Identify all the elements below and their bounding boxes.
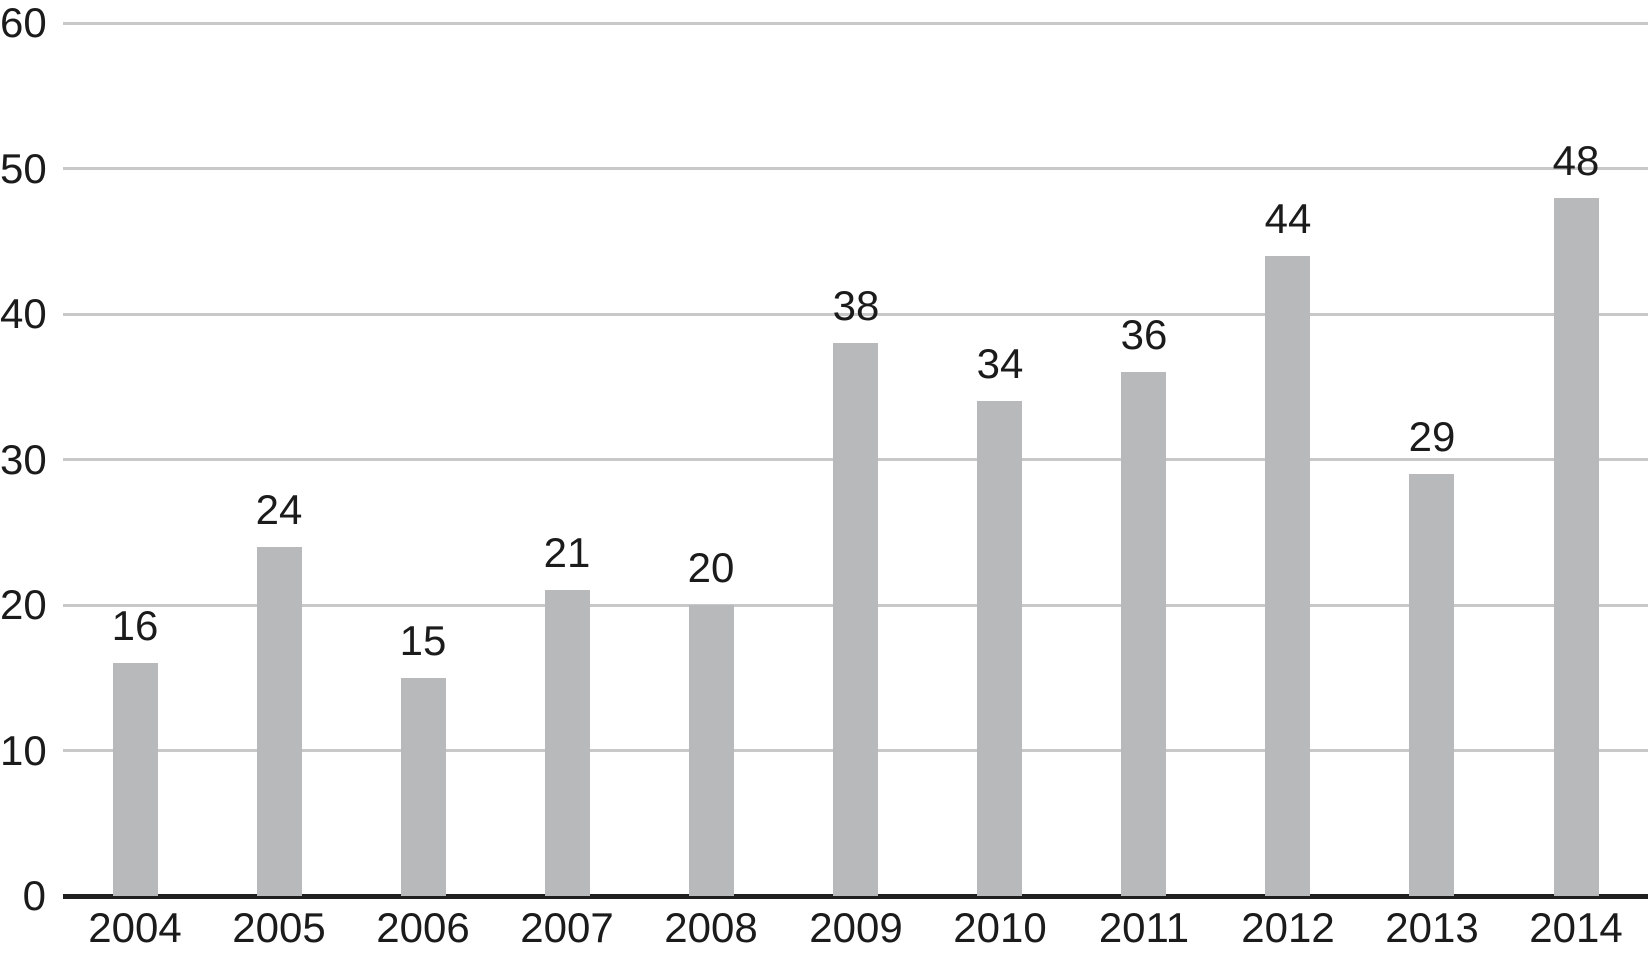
x-tick-label: 2014	[1529, 904, 1623, 951]
x-tick-label: 2005	[232, 904, 326, 951]
y-tick-label: 10	[0, 727, 47, 774]
y-tick-label: 0	[22, 872, 46, 919]
bar-value-label: 15	[399, 617, 447, 664]
x-tick-label: 2011	[1098, 904, 1190, 951]
bar-value-label: 16	[111, 602, 159, 649]
x-tick-label: 2012	[1241, 904, 1335, 951]
bar-2008	[689, 605, 734, 896]
x-tick-label: 2004	[88, 904, 182, 951]
bar-value-label: 36	[1120, 311, 1168, 358]
x-tick-label: 2008	[664, 904, 758, 951]
bar-value-label: 24	[255, 486, 303, 533]
bar-value-label: 29	[1408, 413, 1456, 460]
y-tick-label: 30	[0, 436, 47, 483]
y-tick-label: 20	[0, 581, 47, 628]
x-tick-label: 2007	[520, 904, 614, 951]
bar-2006	[401, 678, 446, 896]
bar-value-label: 38	[832, 282, 880, 329]
bar-2013	[1409, 474, 1454, 896]
bar-value-label: 34	[976, 340, 1024, 387]
y-tick-label: 40	[0, 290, 47, 337]
bar-2009	[833, 343, 878, 896]
bar-2011	[1121, 372, 1166, 896]
bar-2012	[1265, 256, 1310, 896]
bar-2004	[113, 663, 158, 896]
bar-value-label: 44	[1264, 195, 1312, 242]
gridline	[63, 313, 1648, 316]
bar-value-label: 20	[687, 544, 735, 591]
x-tick-label: 2013	[1385, 904, 1479, 951]
x-axis-baseline	[63, 894, 1648, 899]
bar-2005	[257, 547, 302, 896]
gridline	[63, 22, 1648, 25]
bar-2007	[545, 590, 590, 896]
x-tick-label: 2006	[376, 904, 470, 951]
bar-2014	[1554, 198, 1599, 896]
gridline	[63, 167, 1648, 170]
y-tick-label: 60	[0, 0, 47, 46]
x-tick-label: 2010	[953, 904, 1047, 951]
x-tick-label: 2009	[809, 904, 903, 951]
bar-value-label: 48	[1552, 137, 1600, 184]
bar-2010	[977, 401, 1022, 896]
bar-value-label: 21	[543, 529, 591, 576]
y-tick-label: 50	[0, 145, 47, 192]
